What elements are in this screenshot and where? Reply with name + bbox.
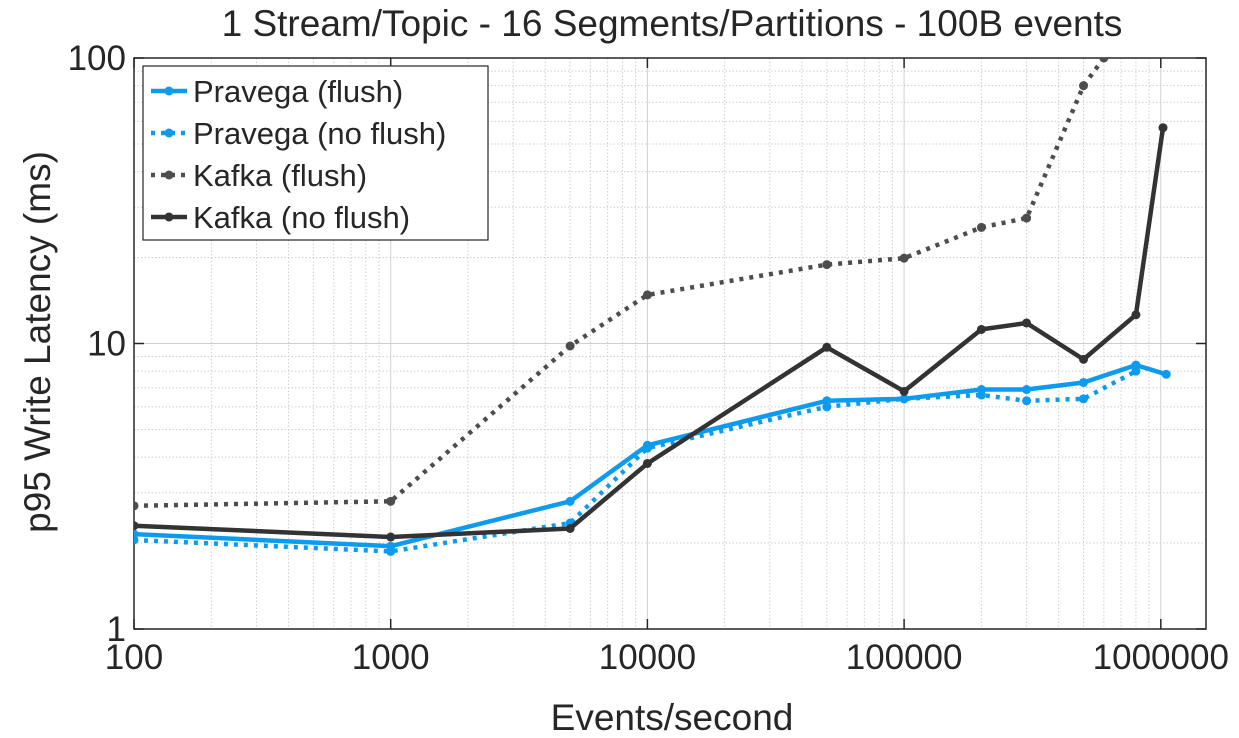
data-point (976, 324, 986, 334)
data-point (1079, 394, 1089, 404)
data-point (134, 501, 139, 511)
data-point (1022, 396, 1032, 406)
y-tick-label: 10 (87, 325, 126, 364)
x-tick-label: 1000 (352, 638, 430, 677)
data-point (1079, 378, 1089, 388)
data-point (1099, 58, 1109, 63)
data-point (386, 532, 396, 542)
data-point (822, 260, 832, 270)
legend-marker (164, 170, 174, 180)
x-tick-label: 100000 (846, 638, 963, 677)
legend-label: Kafka (flush) (193, 158, 367, 193)
data-point (1022, 385, 1032, 395)
data-point (565, 341, 575, 351)
data-point (1022, 213, 1032, 223)
y-tick-label: 100 (68, 39, 126, 78)
data-point (134, 521, 139, 531)
data-point (386, 546, 396, 556)
data-point (134, 535, 139, 545)
legend-label: Kafka (no flush) (193, 200, 410, 235)
data-point (642, 458, 652, 468)
data-point (822, 342, 832, 352)
x-tick-label: 1000000 (1093, 638, 1229, 677)
legend-marker (164, 128, 174, 138)
axis-ticks (133, 57, 1206, 630)
legend-box (142, 65, 489, 241)
legend-label: Pravega (no flush) (193, 116, 446, 151)
series-lines (134, 58, 1171, 556)
data-point (642, 290, 652, 300)
data-point (386, 496, 396, 506)
x-tick-label: 10000 (599, 638, 696, 677)
series-kafka-no-flush (134, 123, 1168, 542)
data-point (1161, 369, 1171, 379)
legend: Pravega (flush) Pravega (no flush) Kafka (… (142, 65, 489, 241)
data-point (1079, 354, 1089, 364)
data-point (899, 253, 909, 263)
series-kafka-flush (134, 58, 1109, 511)
data-point (565, 523, 575, 533)
legend-marker (164, 86, 174, 96)
data-point (899, 386, 909, 396)
data-point (565, 496, 575, 506)
legend-marker (164, 212, 174, 222)
x-tick-label: 100 (105, 638, 163, 677)
data-point (822, 402, 832, 412)
data-point (899, 394, 909, 404)
data-point (976, 390, 986, 400)
chart-title: 1 Stream/Topic - 16 Segments/Partitions … (222, 3, 1123, 44)
data-point (1131, 366, 1141, 376)
y-axis-label: p95 Write Latency (ms) (17, 151, 58, 533)
x-axis-label: Events/second (551, 697, 794, 738)
data-point (1131, 310, 1141, 320)
data-point (1022, 318, 1032, 328)
axis-tick-labels: 100 1000 10000 100000 1000000 1 10 100 (68, 39, 1229, 677)
data-point (642, 443, 652, 453)
legend-label: Pravega (flush) (193, 74, 403, 109)
data-point (1158, 123, 1168, 133)
y-tick-label: 1 (107, 610, 126, 649)
series-pravega-no-flush (134, 366, 1141, 556)
data-point (1079, 81, 1089, 91)
data-point (976, 222, 986, 232)
